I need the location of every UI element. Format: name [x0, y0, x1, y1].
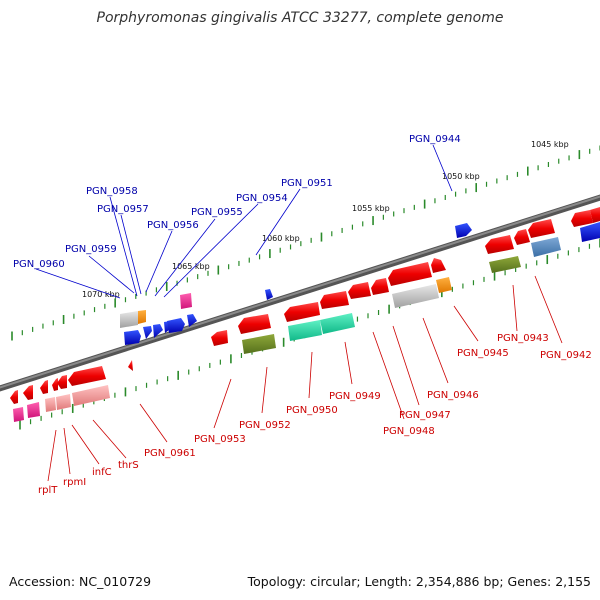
gene-label-PGN_0950: PGN_0950 [286, 405, 338, 416]
gene-block [320, 313, 355, 334]
gene-arrow [580, 222, 600, 242]
forward-leader-lines [35, 144, 453, 299]
gene-block [13, 407, 24, 422]
gene-block [27, 402, 40, 418]
gene-label-PGN_0944: PGN_0944 [409, 134, 461, 145]
forward-gene-labels: PGN_0944 PGN_0951 PGN_0954 PGN_0955 PGN_… [13, 134, 461, 270]
gene-label-PGN_0943: PGN_0943 [497, 333, 549, 344]
gene-label-PGN_0947: PGN_0947 [399, 410, 451, 421]
gene-arrow [187, 314, 197, 327]
scale-labels: 1045 kbp 1050 kbp 1055 kbp 1060 kbp 1065… [82, 140, 569, 299]
gene-arrow [528, 219, 555, 238]
gene-label-PGN_0955: PGN_0955 [191, 207, 243, 218]
gene-arrow [590, 207, 600, 223]
gene-arrow [514, 229, 530, 245]
reverse-features [10, 207, 600, 422]
gene-arrow [143, 326, 152, 339]
gene-arrow [284, 302, 320, 322]
gene-arrow [40, 380, 48, 394]
gene-arrow [128, 360, 133, 371]
gene-label-infC: infC [92, 467, 112, 478]
gene-label-PGN_0942: PGN_0942 [540, 350, 592, 361]
gene-block [45, 397, 56, 412]
gene-label-PGN_0951: PGN_0951 [281, 178, 333, 189]
gene-label-PGN_0945: PGN_0945 [457, 348, 509, 359]
gene-block [531, 237, 561, 257]
gene-label-PGN_0946: PGN_0946 [427, 390, 479, 401]
gene-arrow [153, 324, 163, 338]
gene-arrow [124, 330, 141, 345]
gene-label-PGN_0956: PGN_0956 [147, 220, 199, 231]
gene-block [436, 277, 452, 293]
gene-block [120, 311, 138, 328]
gene-block [489, 256, 521, 273]
gene-arrow [57, 375, 67, 389]
gene-arrow [388, 262, 432, 286]
gene-arrow [320, 291, 349, 309]
scale-label-1070: 1070 kbp [82, 290, 120, 299]
gene-block [72, 385, 110, 406]
gene-block [392, 284, 439, 308]
gene-block [242, 334, 276, 354]
scale-label-1055: 1055 kbp [352, 204, 390, 213]
reverse-gene-labels: PGN_0942 PGN_0943 PGN_0945 PGN_0946 PGN_… [38, 333, 592, 496]
gene-arrow [571, 210, 593, 227]
gene-label-PGN_0960: PGN_0960 [13, 259, 65, 270]
gene-label-PGN_0949: PGN_0949 [329, 391, 381, 402]
gene-block [288, 320, 322, 341]
gene-label-rplT: rplT [38, 485, 58, 496]
genome-summary-text: Topology: circular; Length: 2,354,886 bp… [247, 574, 591, 589]
accession-text: Accession: NC_010729 [9, 574, 152, 589]
gene-arrow [348, 282, 371, 299]
scale-label-1050: 1050 kbp [442, 172, 480, 181]
gene-label-PGN_0961: PGN_0961 [144, 448, 196, 459]
gene-block [138, 310, 146, 324]
gene-arrow [23, 385, 33, 400]
gene-arrow [211, 330, 228, 346]
genome-backbone [0, 194, 600, 392]
scale-label-1060: 1060 kbp [262, 234, 300, 243]
gene-arrow [455, 223, 472, 238]
gene-label-PGN_0958: PGN_0958 [86, 186, 138, 197]
gene-label-PGN_0959: PGN_0959 [65, 244, 117, 255]
reverse-leader-lines [47, 275, 563, 482]
gene-label-rpmI: rpmI [63, 477, 86, 488]
scale-label-1065: 1065 kbp [172, 262, 210, 271]
gene-arrow [485, 235, 514, 254]
page-title: Porphyromonas gingivalis ATCC 33277, com… [96, 10, 504, 26]
gene-arrow [265, 289, 273, 300]
gene-label-PGN_0948: PGN_0948 [383, 426, 435, 437]
gene-arrow [431, 258, 446, 273]
forward-features [120, 222, 600, 345]
scale-ticks-outer [11, 145, 600, 341]
gene-label-thrS: thrS [118, 460, 139, 471]
gene-arrow [167, 318, 185, 333]
gene-arrow [68, 366, 106, 386]
gene-label-PGN_0953: PGN_0953 [194, 434, 246, 445]
gene-label-PGN_0954: PGN_0954 [236, 193, 288, 204]
gene-label-PGN_0957: PGN_0957 [97, 204, 149, 215]
gene-arrow [10, 390, 18, 404]
gene-label-PGN_0952: PGN_0952 [239, 420, 291, 431]
gene-block [180, 293, 192, 309]
gene-arrow [52, 378, 58, 391]
gene-arrow [371, 278, 389, 295]
gene-block [56, 394, 71, 410]
gene-arrow [238, 314, 271, 334]
scale-label-1045: 1045 kbp [531, 140, 569, 149]
